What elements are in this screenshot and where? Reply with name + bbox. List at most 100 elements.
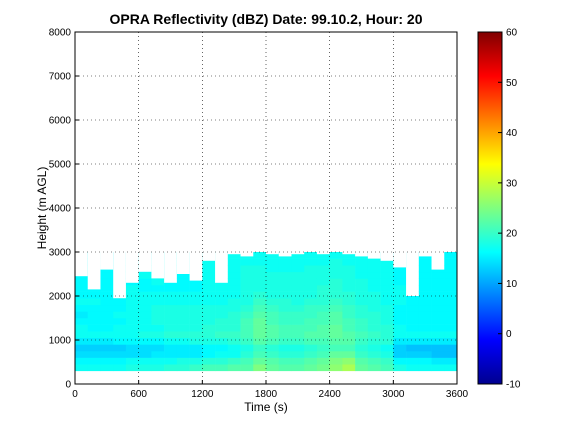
heatmap-cell (329, 285, 343, 292)
no-echo-cell (189, 252, 203, 281)
heatmap-cell (367, 324, 381, 332)
heatmap-cell (278, 324, 292, 332)
heatmap-cell (355, 364, 369, 372)
colorbar-tick-label: 20 (506, 229, 518, 240)
heatmap-cell (380, 265, 394, 273)
heatmap-cell (125, 344, 139, 352)
heatmap-cell (316, 331, 330, 339)
heatmap-cell (164, 351, 178, 358)
heatmap-cell (100, 364, 114, 372)
heatmap-cell (138, 337, 152, 345)
heatmap-cell (100, 291, 114, 299)
heatmap-cell (367, 278, 381, 286)
heatmap-cell (291, 351, 305, 358)
heatmap-cell (138, 318, 152, 325)
heatmap-cell (202, 324, 216, 332)
heatmap-cell (176, 285, 190, 292)
heatmap-cell (418, 285, 432, 292)
heatmap-cell (444, 265, 458, 273)
heatmap-cell (367, 331, 381, 339)
heatmap-cell (215, 357, 229, 365)
no-echo-cell (100, 252, 114, 270)
heatmap-cell (329, 265, 343, 273)
no-echo-cell (316, 252, 330, 255)
heatmap-cell (355, 318, 369, 325)
heatmap-cell (100, 331, 114, 339)
heatmap-cell (278, 304, 292, 312)
colorbar: -10 0 10 20 30 40 50 60 (477, 28, 521, 391)
heatmap-cell (138, 298, 152, 306)
heatmap-cell (342, 324, 356, 332)
heatmap-cell (113, 324, 127, 332)
heatmap-cell (291, 318, 305, 325)
no-echo-cell (367, 252, 381, 259)
heatmap-cell (355, 278, 369, 286)
heatmap-cell (329, 291, 343, 299)
heatmap-cell (253, 331, 267, 339)
heatmap-cell (113, 351, 127, 358)
heatmap-cell (418, 318, 432, 325)
heatmap-cell (189, 344, 203, 352)
heatmap-cell (75, 285, 89, 292)
heatmap-cell (113, 331, 127, 339)
no-echo-cell (240, 252, 254, 257)
heatmap-cell (278, 337, 292, 345)
heatmap-cell (380, 304, 394, 312)
heatmap-cell (316, 278, 330, 286)
heatmap-cell (266, 252, 280, 259)
heatmap-cell (304, 271, 318, 279)
heatmap-cell (266, 364, 280, 372)
heatmap-cell (151, 324, 165, 332)
heatmap-cell (138, 364, 152, 372)
heatmap-cell (215, 344, 229, 352)
heatmap-cell (291, 331, 305, 339)
heatmap-cell (215, 337, 229, 345)
heatmap-cell (125, 331, 139, 339)
heatmap-cell (406, 364, 420, 372)
heatmap-cell (380, 298, 394, 306)
x-tick-label: 3000 (382, 389, 405, 400)
x-axis-label: Time (s) (244, 400, 288, 414)
heatmap-cell (87, 337, 101, 345)
no-echo-cell (138, 252, 152, 272)
heatmap-cell (406, 298, 420, 306)
heatmap-cell (100, 344, 114, 352)
heatmap-cell (367, 304, 381, 312)
plot-area: 0 600 1200 1800 2400 3000 3600 0 1000 2000 3000 40… (49, 28, 469, 401)
heatmap-cell (342, 258, 356, 266)
heatmap-cell (125, 285, 139, 292)
heatmap-cell (367, 318, 381, 325)
no-echo-cell (278, 252, 292, 257)
heatmap-cell (355, 271, 369, 279)
heatmap-cell (227, 291, 241, 299)
heatmap-cell (342, 278, 356, 286)
no-echo-cell (125, 252, 139, 283)
heatmap-cell (329, 344, 343, 352)
heatmap-cell (304, 258, 318, 266)
colorbar-ticks: -10 0 10 20 30 40 50 60 (498, 28, 521, 391)
no-echo-cell (113, 252, 127, 299)
chart-title: OPRA Reflectivity (dBZ) Date: 99.10.2, H… (109, 11, 422, 27)
x-tick-label: 1200 (191, 389, 214, 400)
heatmap-cell (113, 337, 127, 345)
heatmap-cell (125, 364, 139, 372)
heatmap-cell (406, 331, 420, 339)
heatmap-cell (342, 304, 356, 312)
heatmap-cell (151, 351, 165, 358)
heatmap-cell (202, 331, 216, 339)
no-echo-cell (393, 252, 407, 268)
heatmap-cell (227, 311, 241, 319)
heatmap-cell (304, 285, 318, 292)
heatmap-cell (393, 304, 407, 312)
heatmap-cell (202, 318, 216, 325)
heatmap-cell (87, 298, 101, 306)
heatmap-cell (367, 285, 381, 292)
heatmap-cell (202, 337, 216, 345)
heatmap-cell (202, 311, 216, 319)
no-echo-cell (406, 252, 420, 296)
heatmap-cell (240, 357, 254, 365)
heatmap-cell (227, 344, 241, 352)
heatmap-cell (418, 304, 432, 312)
heatmap-cell (189, 324, 203, 332)
heatmap-cell (164, 311, 178, 319)
